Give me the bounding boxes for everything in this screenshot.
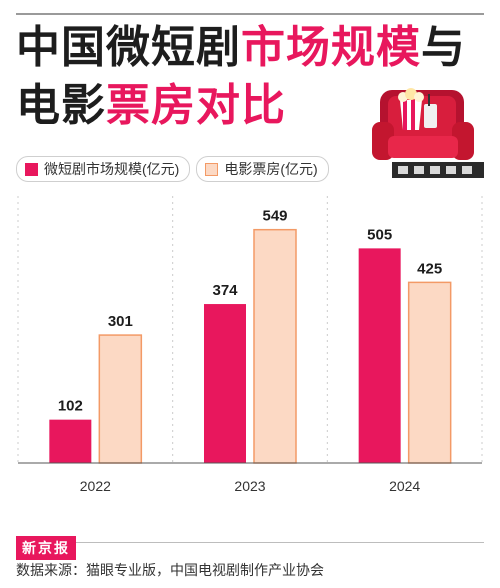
title-line-1: 中国微短剧市场规模与 — [16, 22, 466, 74]
bar-boxoffice — [407, 281, 452, 464]
title-part-end: 与 — [421, 23, 466, 72]
footer-rule — [16, 542, 484, 543]
x-tick-label: 2022 — [80, 478, 111, 494]
title-part-dark-2: 电影 — [16, 81, 106, 130]
x-tick-label: 2023 — [234, 478, 265, 494]
data-label-boxoffice: 301 — [108, 313, 133, 330]
x-tick-label: 2024 — [389, 478, 420, 494]
data-label-boxoffice: 549 — [262, 208, 287, 225]
brand-logo: 新京报 — [16, 536, 76, 560]
legend-label-microdrama: 微短剧市场规模(亿元) — [44, 161, 180, 177]
chart-legend: 微短剧市场规模(亿元) 电影票房(亿元) — [16, 154, 329, 184]
data-label-microdrama: 374 — [212, 282, 238, 299]
title-part-accent-2: 票房对比 — [106, 81, 286, 130]
top-rule — [16, 13, 484, 15]
legend-swatch-boxoffice — [205, 162, 219, 176]
bar-boxoffice — [253, 228, 297, 464]
title-part-dark: 中国微短剧 — [16, 23, 241, 72]
legend-swatch-microdrama — [25, 162, 38, 176]
legend-item-microdrama: 微短剧市场规模(亿元) — [16, 156, 191, 182]
bar-microdrama — [358, 248, 401, 463]
legend-label-boxoffice: 电影票房(亿元) — [224, 161, 318, 177]
title-part-accent: 市场规模 — [241, 23, 421, 72]
bar-boxoffice — [98, 334, 143, 464]
bar-microdrama — [49, 419, 92, 463]
legend-item-boxoffice: 电影票房(亿元) — [196, 156, 329, 182]
data-label-microdrama: 102 — [58, 398, 83, 415]
data-label-microdrama: 505 — [367, 226, 392, 243]
title-line-2: 电影票房对比 — [16, 80, 286, 132]
bar-chart: 102 301 2022 374 549 2023 505 425 2024 — [17, 196, 483, 494]
cinema-seat-popcorn-icon — [372, 88, 484, 178]
data-source: 数据来源：猫眼专业版，中国电视剧制作产业协会 — [16, 562, 324, 578]
data-label-boxoffice: 425 — [417, 260, 442, 277]
bar-microdrama — [204, 304, 246, 463]
